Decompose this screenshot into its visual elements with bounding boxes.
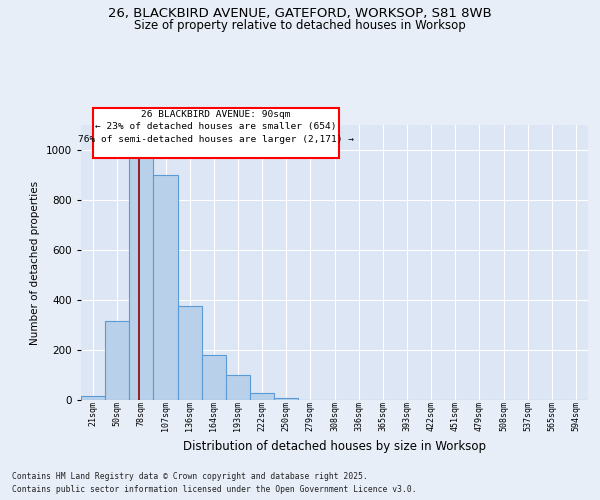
Bar <box>129 150 154 400</box>
Text: 26, BLACKBIRD AVENUE, GATEFORD, WORKSOP, S81 8WB: 26, BLACKBIRD AVENUE, GATEFORD, WORKSOP,… <box>108 8 492 20</box>
Bar <box>105 322 129 400</box>
Bar <box>154 175 178 400</box>
Y-axis label: Number of detached properties: Number of detached properties <box>30 180 40 344</box>
Bar <box>226 375 250 400</box>
Bar <box>202 355 226 400</box>
X-axis label: Distribution of detached houses by size in Worksop: Distribution of detached houses by size … <box>183 440 486 452</box>
Bar <box>274 398 298 400</box>
Text: Contains HM Land Registry data © Crown copyright and database right 2025.: Contains HM Land Registry data © Crown c… <box>12 472 368 481</box>
Text: 26 BLACKBIRD AVENUE: 90sqm
← 23% of detached houses are smaller (654)
76% of sem: 26 BLACKBIRD AVENUE: 90sqm ← 23% of deta… <box>78 110 354 144</box>
Text: Contains public sector information licensed under the Open Government Licence v3: Contains public sector information licen… <box>12 485 416 494</box>
Bar <box>81 396 105 400</box>
Bar <box>250 392 274 400</box>
Bar <box>178 306 202 400</box>
Text: Size of property relative to detached houses in Worksop: Size of property relative to detached ho… <box>134 18 466 32</box>
